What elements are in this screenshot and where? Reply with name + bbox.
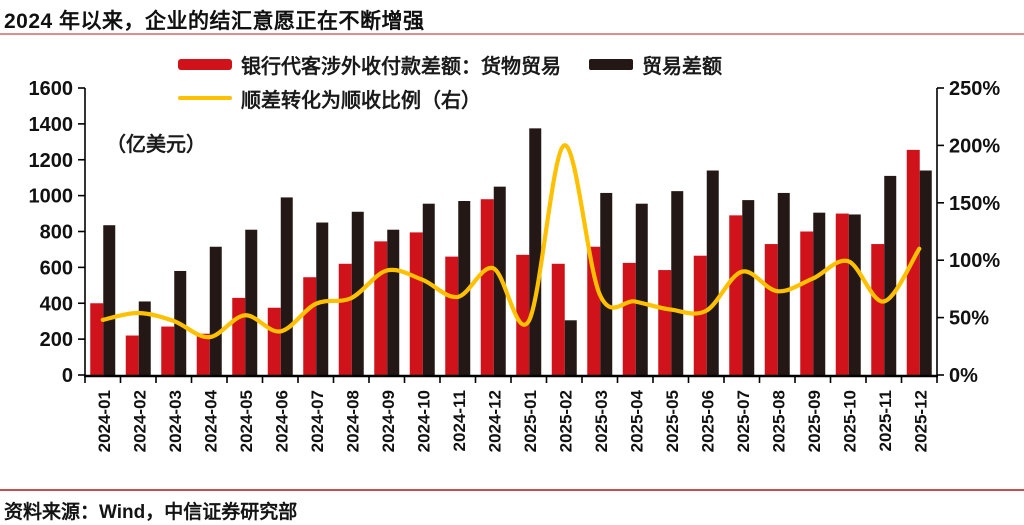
bar-goods-trade-balance [161, 326, 175, 375]
x-axis-category-label: 2025-07 [734, 390, 753, 452]
footer-divider [0, 489, 1024, 491]
bar-trade-balance [316, 222, 329, 375]
right-axis-tick-label: 150% [949, 193, 1000, 215]
bar-trade-balance [848, 214, 861, 375]
bar-goods-trade-balance [90, 303, 104, 375]
left-axis-unit-label: （亿美元） [106, 134, 206, 156]
x-axis-category-label: 2024-12 [485, 390, 504, 452]
left-axis-tick-label: 400 [40, 293, 73, 315]
bar-trade-balance [387, 229, 400, 375]
bar-goods-trade-balance [622, 262, 636, 375]
bar-trade-balance [671, 191, 684, 375]
x-axis-category-label: 2025-11 [876, 390, 895, 451]
x-axis-category-label: 2025-03 [592, 390, 611, 452]
left-axis-tick-label: 1600 [29, 78, 74, 100]
x-axis-category-label: 2025-01 [521, 390, 540, 452]
x-axis-category-label: 2024-11 [450, 390, 469, 451]
bar-trade-balance [103, 225, 116, 375]
left-axis-tick-label: 800 [40, 222, 73, 244]
chart-legend: 银行代客涉外收付款差额：货物贸易 贸易差额 顺差转化为顺收比例（右） [178, 52, 722, 120]
bar-goods-trade-balance [480, 199, 494, 375]
bar-trade-balance [777, 192, 790, 375]
bar-goods-trade-balance [658, 270, 672, 375]
x-axis-category-label: 2025-04 [627, 389, 646, 452]
bar-goods-trade-balance [693, 255, 707, 375]
source-note: 资料来源：Wind，中信证券研究部 [4, 502, 298, 523]
right-axis-tick-label: 100% [949, 250, 1000, 272]
x-axis-category-label: 2025-09 [805, 390, 824, 452]
bar-goods-trade-balance [338, 263, 352, 375]
x-axis-category-label: 2024-03 [166, 390, 185, 452]
bar-trade-balance [422, 203, 435, 375]
x-axis-category-label: 2024-06 [272, 390, 291, 452]
bar-goods-trade-balance [835, 213, 849, 375]
x-axis-category-label: 2024-02 [130, 390, 149, 452]
bar-trade-balance [742, 200, 755, 375]
bar-trade-balance [529, 128, 542, 375]
page-title: 2024 年以来，企业的结汇意愿正在不断增强 [4, 10, 425, 33]
bar-goods-trade-balance [729, 215, 743, 375]
right-axis-tick-label: 200% [949, 135, 1000, 157]
bar-goods-trade-balance [551, 263, 565, 375]
bar-goods-trade-balance [303, 277, 317, 375]
bar-goods-trade-balance [764, 244, 778, 375]
right-axis-tick-label: 250% [949, 78, 1000, 100]
legend-row-1: 银行代客涉外收付款差额：货物贸易 贸易差额 [178, 52, 722, 78]
left-axis-tick-label: 1400 [29, 114, 74, 136]
bar-trade-balance [600, 192, 613, 375]
ratio-line [100, 143, 922, 340]
bar-trade-balance [813, 212, 826, 375]
x-axis-category-label: 2024-04 [201, 389, 220, 452]
legend-label-ratio: 顺差转化为顺收比例（右） [241, 89, 481, 112]
bar-goods-trade-balance [125, 335, 139, 375]
right-axis-tick-label: 50% [949, 308, 989, 330]
bar-trade-balance [706, 170, 719, 375]
x-axis-category-label: 2024-05 [237, 390, 256, 452]
x-axis-category-label: 2024-10 [414, 390, 433, 452]
legend-red-bar-swatch-icon [178, 58, 232, 70]
left-axis-tick-label: 1000 [29, 186, 74, 208]
bar-trade-balance [209, 246, 222, 375]
bar-trade-balance [245, 229, 258, 375]
bar-trade-balance [564, 320, 577, 375]
bar-trade-balance [458, 201, 471, 375]
left-axis-tick-label: 1200 [29, 150, 74, 172]
left-axis-tick-label: 0 [62, 365, 73, 387]
x-axis-category-label: 2025-06 [698, 390, 717, 452]
x-axis-category-label: 2024-09 [379, 390, 398, 452]
x-axis-category-label: 2025-10 [840, 390, 859, 452]
bar-trade-balance [919, 170, 932, 375]
bar-goods-trade-balance [267, 307, 281, 375]
x-axis-category-label: 2025-08 [769, 390, 788, 452]
legend-black-bar-swatch-icon [589, 58, 633, 70]
left-axis-tick-label: 600 [40, 257, 73, 279]
bar-trade-balance [138, 301, 151, 375]
legend-row-2: 顺差转化为顺收比例（右） [178, 86, 722, 112]
x-axis-category-label: 2024-08 [343, 390, 362, 452]
bar-goods-trade-balance [409, 232, 423, 375]
bar-goods-trade-balance [445, 256, 459, 375]
bar-goods-trade-balance [374, 241, 388, 375]
x-axis-category-label: 2024-07 [308, 390, 327, 452]
bar-trade-balance [635, 203, 648, 375]
bar-goods-trade-balance [871, 244, 885, 375]
bar-trade-balance [280, 197, 293, 375]
legend-yellow-line-swatch-icon [178, 96, 232, 100]
x-axis-category-label: 2024-01 [95, 390, 114, 452]
bar-goods-trade-balance [232, 297, 246, 375]
x-axis-category-label: 2025-05 [663, 390, 682, 452]
x-axis-category-label: 2025-02 [556, 390, 575, 452]
legend-label-trade-balance: 贸易差额 [642, 55, 722, 78]
bar-goods-trade-balance [196, 333, 210, 375]
bar-trade-balance [884, 175, 897, 375]
right-axis-tick-label: 0% [949, 365, 978, 387]
x-axis-category-label: 2025-12 [911, 390, 930, 452]
legend-label-goods-trade: 银行代客涉外收付款差额：货物贸易 [241, 55, 561, 78]
title-divider [0, 33, 1024, 35]
bar-goods-trade-balance [516, 254, 530, 375]
bar-goods-trade-balance [800, 231, 814, 375]
left-axis-tick-label: 200 [40, 329, 73, 351]
